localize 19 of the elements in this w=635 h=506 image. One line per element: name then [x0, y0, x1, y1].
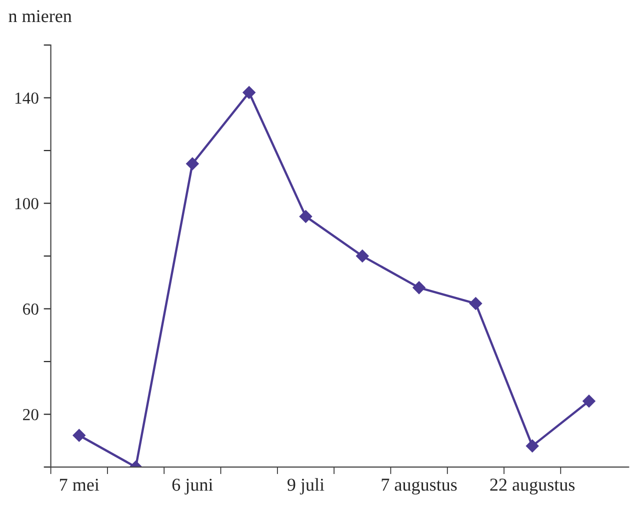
y-tick-label: 20	[23, 408, 38, 420]
y-tick-label: 100	[15, 198, 38, 210]
point	[72, 428, 86, 442]
point	[412, 281, 426, 294]
x-tick-label: 7 mei	[60, 478, 100, 491]
x-tick-label: 6 juni	[172, 478, 213, 495]
x-tick-label: 9 juli	[288, 478, 324, 495]
x-tick-label: 7 augustus	[382, 478, 457, 495]
point	[469, 297, 482, 310]
point	[582, 394, 596, 408]
point	[242, 86, 256, 99]
point	[356, 250, 369, 262]
point	[186, 157, 199, 170]
y-tick-label: 140	[15, 92, 38, 104]
point	[526, 440, 539, 452]
point	[299, 210, 312, 223]
y-tick-label: 60	[23, 303, 38, 315]
y-axis-title: n mieren	[8, 10, 72, 22]
x-tick-label: 22 augustus	[490, 478, 575, 495]
